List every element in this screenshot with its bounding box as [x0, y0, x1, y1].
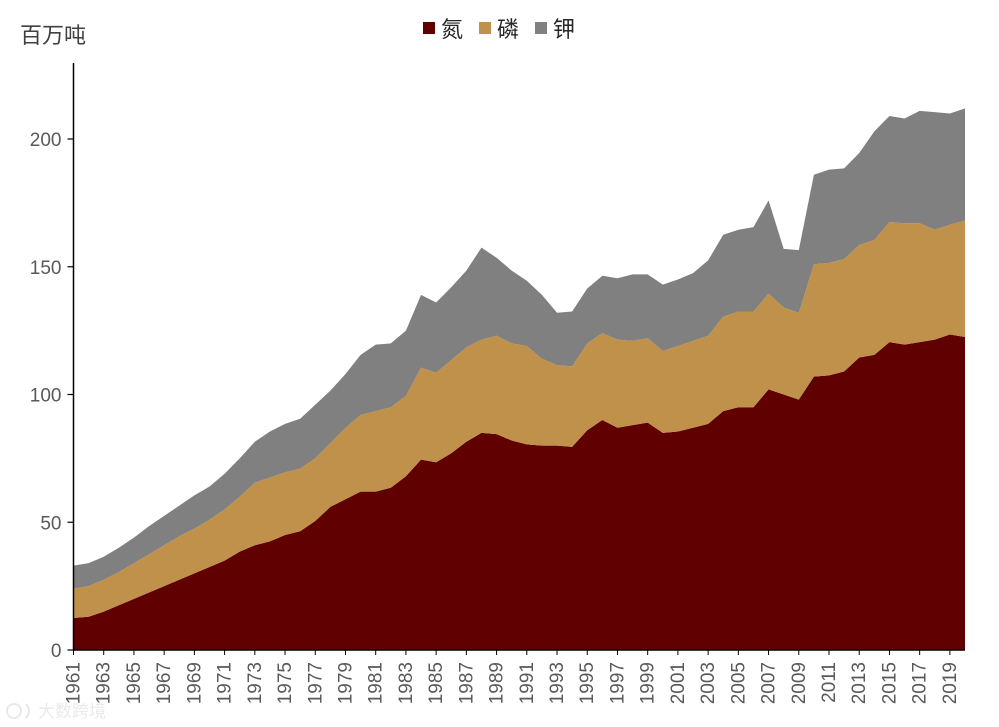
x-tick-label: 2009 — [789, 662, 810, 704]
watermark-logo-mark — [25, 703, 30, 719]
legend-label-1: 氮 — [441, 18, 463, 43]
x-tick-label: 2001 — [668, 662, 689, 704]
area-series-group — [73, 108, 965, 650]
watermark-text: 大数跨境 — [38, 702, 106, 722]
x-tick-label: 1989 — [487, 662, 508, 704]
x-tick-label: 1979 — [335, 662, 356, 704]
legend: 氮磷钾 — [423, 18, 575, 43]
x-tick-label: 1967 — [154, 662, 175, 704]
x-tick-label: 1961 — [64, 662, 85, 704]
x-tick-label: 1987 — [456, 662, 477, 704]
legend-swatch-2 — [479, 22, 491, 34]
x-tick-label: 2003 — [698, 662, 719, 704]
x-tick-label: 2011 — [819, 662, 840, 703]
x-tick-label: 2017 — [910, 662, 931, 704]
x-tick-label: 1985 — [426, 662, 447, 704]
x-tick-label: 1997 — [607, 662, 628, 704]
x-ticks-group: 1961 1963 1965 1967 1969 1971 1973 1975 1977 1979… — [64, 650, 961, 704]
legend-label-3: 钾 — [553, 18, 575, 43]
x-tick-label: 1995 — [577, 662, 598, 704]
x-tick-label: 1965 — [124, 662, 145, 704]
y-tick-label: 100 — [30, 386, 62, 407]
area-series-3 — [73, 108, 965, 589]
x-tick-label: 1993 — [547, 662, 568, 704]
x-tick-label: 1963 — [94, 662, 115, 704]
x-tick-label: 1977 — [305, 662, 326, 704]
x-tick-label: 2005 — [728, 662, 749, 704]
y-tick-label: 200 — [30, 130, 62, 151]
x-tick-label: 1981 — [366, 662, 387, 704]
x-tick-label: 1969 — [184, 662, 205, 704]
x-tick-label: 2019 — [940, 662, 961, 704]
watermark: 大数跨境 — [6, 702, 106, 722]
x-tick-label: 2007 — [759, 662, 780, 704]
x-tick-label: 1973 — [245, 662, 266, 704]
x-tick-label: 1983 — [396, 662, 417, 704]
watermark-logo-icon — [6, 703, 22, 719]
area-series-2 — [73, 220, 965, 619]
legend-swatch-3 — [535, 22, 547, 34]
y-tick-label: 0 — [51, 641, 62, 662]
x-tick-label: 2015 — [879, 662, 900, 704]
x-tick-label: 1971 — [215, 662, 236, 704]
y-ticks-group: 0 50 100 150 200 — [30, 130, 74, 662]
area-series-1 — [73, 334, 965, 650]
axes-group — [72, 63, 965, 651]
y-tick-label: 50 — [40, 513, 61, 534]
y-axis-unit-label: 百万吨 — [20, 24, 86, 49]
x-tick-label: 2013 — [849, 662, 870, 704]
x-tick-label: 1991 — [517, 662, 538, 704]
legend-swatch-1 — [423, 22, 435, 34]
x-tick-label: 1999 — [638, 662, 659, 704]
y-tick-label: 150 — [30, 258, 62, 279]
legend-label-2: 磷 — [497, 18, 519, 43]
x-tick-label: 1975 — [275, 662, 296, 704]
